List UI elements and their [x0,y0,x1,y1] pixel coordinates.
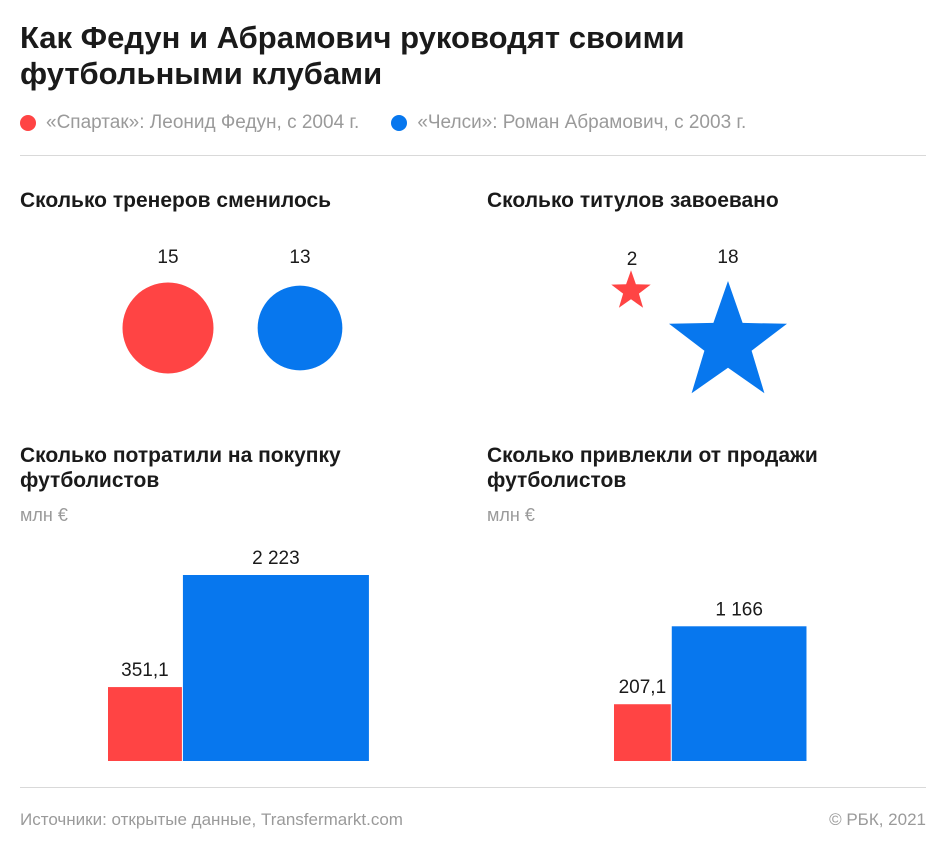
legend-label-chelsea: «Челси»: Роман Абрамович, с 2003 г. [417,112,747,133]
titles-value-label-spartak: 2 [627,249,638,270]
page-title: Как Федун и Абрамович руководят своими ф… [20,20,685,91]
spent-value-label-spartak: 351,1 [121,660,169,681]
spent-square-chelsea [182,575,369,761]
coaches-circle-chelsea [257,285,343,371]
copyright: © РБК, 2021 [829,810,926,829]
legend-dot-chelsea [391,115,408,131]
titles-star-spartak [611,270,651,308]
coaches-title: Сколько тренеров сменилось [20,189,332,212]
legend-label-spartak: «Спартак»: Леонид Федун, с 2004 г. [46,112,360,133]
titles-star-chelsea [669,281,787,394]
legend-item-chelsea: «Челси»: Роман Абрамович, с 2003 г. [391,112,746,134]
legend-item-spartak: «Спартак»: Леонид Федун, с 2004 г. [20,112,359,134]
spent-unit: млн € [20,505,68,525]
sales-value-label-chelsea: 1 166 [715,599,763,620]
sales-square-spartak [614,704,671,761]
coaches-circle-spartak [122,282,214,374]
sales-square-chelsea [671,626,807,761]
legend-dot-spartak [20,115,36,131]
coaches-value-label-chelsea: 13 [289,247,310,268]
sales-title: Сколько привлекли от продажи футболистов [487,444,818,492]
sales-unit: млн € [487,505,535,525]
coaches-value-label-spartak: 15 [157,247,178,268]
sales-value-label-spartak: 207,1 [619,677,667,698]
bottom-divider [20,787,926,788]
top-divider [20,155,926,156]
spent-square-spartak [108,687,182,761]
legend: «Спартак»: Леонид Федун, с 2004 г. «Челс… [20,110,778,136]
titles-value-label-chelsea: 18 [717,247,738,268]
source-note: Источники: открытые данные, Transfermark… [20,810,403,829]
titles-title: Сколько титулов завоевано [487,189,779,212]
spent-title: Сколько потратили на покупку футболистов [20,444,341,492]
spent-value-label-chelsea: 2 223 [252,548,300,569]
